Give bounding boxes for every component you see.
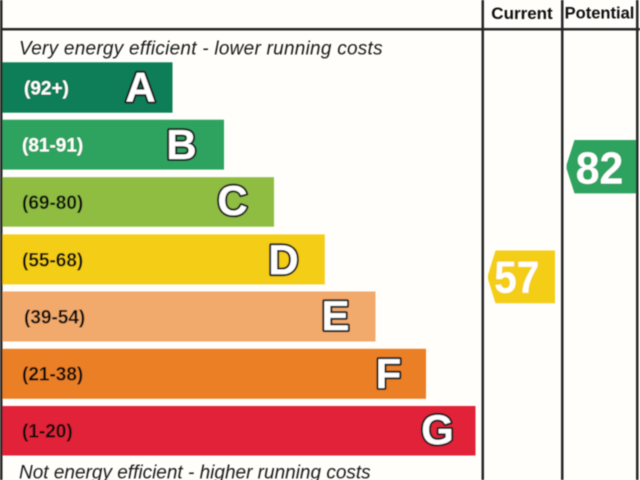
svg-text:Very energy efficient - lower: Very energy efficient - lower running co… bbox=[19, 39, 383, 60]
svg-text:(92+): (92+) bbox=[24, 78, 69, 99]
svg-text:(21-38): (21-38) bbox=[22, 365, 83, 386]
svg-text:Potential: Potential bbox=[565, 5, 635, 23]
svg-text:Current: Current bbox=[491, 4, 553, 23]
svg-text:Not energy efficient - higher: Not energy efficient - higher running co… bbox=[19, 463, 371, 480]
svg-text:(81-91): (81-91) bbox=[22, 136, 83, 157]
svg-text:(39-54): (39-54) bbox=[24, 307, 85, 328]
svg-text:(69-80): (69-80) bbox=[22, 193, 83, 214]
svg-text:(1-20): (1-20) bbox=[22, 422, 73, 443]
svg-text:(55-68): (55-68) bbox=[22, 250, 83, 271]
